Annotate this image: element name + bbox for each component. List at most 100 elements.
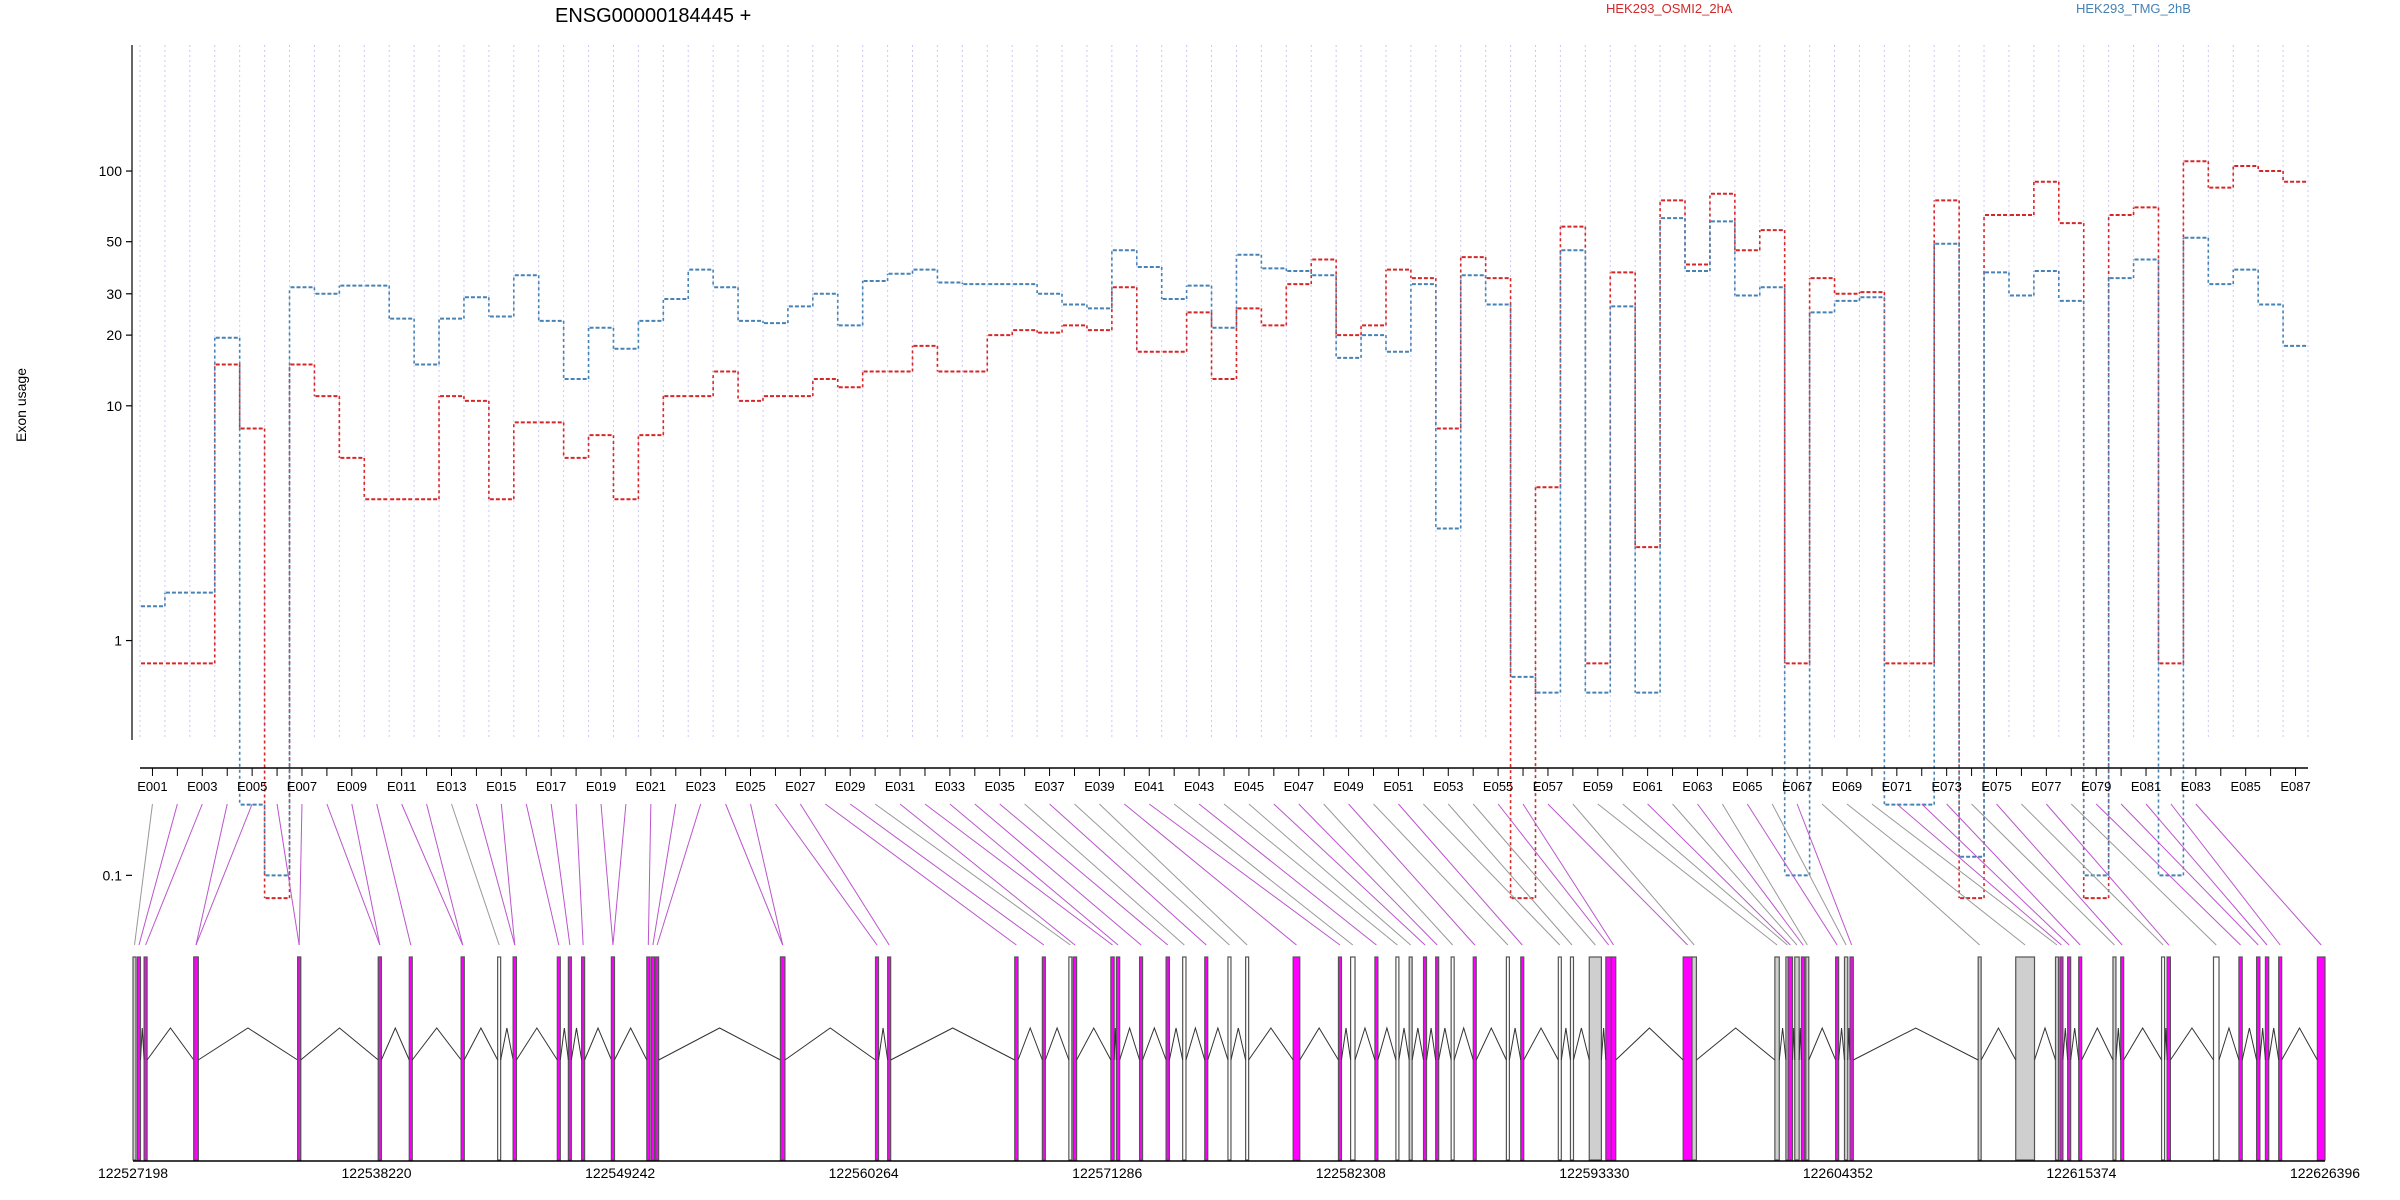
intron-line bbox=[658, 1027, 781, 1061]
exon-block bbox=[1014, 956, 1019, 1161]
x-tick-label: E073 bbox=[1931, 779, 1961, 794]
exon-connector bbox=[652, 803, 677, 946]
x-tick-label: E071 bbox=[1882, 779, 1912, 794]
intron-line bbox=[1411, 1027, 1425, 1061]
y-tick-label: 100 bbox=[99, 163, 123, 179]
x-tick-label: E023 bbox=[686, 779, 716, 794]
intron-line bbox=[1853, 1027, 1979, 1061]
intron-line bbox=[1230, 1027, 1247, 1061]
exon-block bbox=[567, 956, 572, 1161]
intron-line bbox=[2070, 1027, 2080, 1061]
y-tick-label: 50 bbox=[106, 234, 122, 250]
intron-line bbox=[1142, 1026, 1167, 1061]
exon-block bbox=[650, 956, 656, 1161]
x-tick-label: E075 bbox=[1981, 779, 2011, 794]
exon-connector bbox=[1572, 803, 1695, 946]
exon-block bbox=[2120, 956, 2125, 1161]
y-tick-label: 1 bbox=[114, 633, 122, 649]
exon-connector bbox=[426, 803, 464, 946]
exon-connector bbox=[899, 803, 1076, 946]
x-tick-label: E069 bbox=[1832, 779, 1862, 794]
genomic-tick-label: 122538220 bbox=[342, 1165, 412, 1181]
exon-block bbox=[2212, 956, 2220, 1161]
exon-connector bbox=[2095, 803, 2241, 946]
exon-connector bbox=[849, 803, 1045, 946]
exon-connector bbox=[475, 803, 516, 946]
exon-connector bbox=[1223, 803, 1398, 946]
series-2 bbox=[141, 217, 2307, 877]
x-tick-label: E027 bbox=[785, 779, 815, 794]
exon-connector bbox=[750, 803, 784, 946]
intron-line bbox=[463, 1026, 499, 1061]
exon-connector bbox=[647, 803, 652, 946]
x-tick-label: E081 bbox=[2131, 779, 2161, 794]
exon-block bbox=[1472, 956, 1477, 1161]
exon-block bbox=[1395, 956, 1400, 1161]
chart-title: ENSG00000184445 + bbox=[555, 5, 751, 27]
exon-connectors bbox=[134, 803, 2322, 946]
exon-connector bbox=[1996, 803, 2123, 946]
exon-connector bbox=[1672, 803, 1798, 946]
intron-line bbox=[1017, 1026, 1043, 1061]
intron-line bbox=[1560, 1027, 1571, 1061]
intron-line bbox=[890, 1027, 1015, 1061]
x-tick-label: E087 bbox=[2280, 779, 2310, 794]
intron-line bbox=[1453, 1026, 1474, 1061]
exon-connector bbox=[575, 803, 584, 946]
exon-block bbox=[2255, 956, 2261, 1161]
intron-line bbox=[1523, 1026, 1559, 1061]
exon-block bbox=[1138, 956, 1144, 1161]
exon-block bbox=[887, 956, 892, 1161]
exon-connector bbox=[1024, 803, 1185, 946]
exon-block bbox=[2059, 956, 2064, 1161]
exon-block bbox=[1805, 956, 1810, 1161]
exon-block bbox=[408, 956, 413, 1161]
exon-block bbox=[1977, 956, 1982, 1161]
intron-line bbox=[300, 1027, 379, 1061]
exon-connector bbox=[2045, 803, 2170, 946]
x-tick-label: E059 bbox=[1583, 779, 1613, 794]
exon-block bbox=[2067, 956, 2072, 1161]
legend-series-1: HEK293_OSMI2_2hA bbox=[1606, 1, 1733, 16]
exon-connector bbox=[824, 803, 1017, 946]
exon-block bbox=[1787, 956, 1794, 1161]
exon-connector bbox=[1846, 803, 2026, 946]
exon-connector bbox=[1173, 803, 1354, 946]
intron-line bbox=[1600, 1027, 1607, 1061]
exon-connector bbox=[1273, 803, 1426, 946]
exon-block bbox=[2238, 956, 2243, 1161]
exon-block bbox=[460, 956, 465, 1161]
x-tick-label: E009 bbox=[337, 779, 367, 794]
intron-line bbox=[1615, 1027, 1684, 1061]
exon-connector bbox=[376, 803, 412, 946]
intron-line bbox=[1808, 1026, 1837, 1061]
exon-block bbox=[2166, 956, 2172, 1161]
x-tick-label: E045 bbox=[1234, 779, 1264, 794]
intron-line bbox=[2268, 1027, 2280, 1061]
intron-line bbox=[570, 1027, 583, 1061]
exon-connector bbox=[1049, 803, 1207, 946]
x-tick-label: E061 bbox=[1632, 779, 1662, 794]
intron-line bbox=[1475, 1026, 1507, 1061]
intron-line bbox=[1248, 1027, 1294, 1061]
exon-block bbox=[610, 956, 616, 1161]
exon-block bbox=[1227, 956, 1232, 1161]
exon-block bbox=[193, 956, 199, 1161]
exon-block bbox=[1691, 956, 1698, 1161]
exon-connector bbox=[195, 803, 253, 946]
exon-connector bbox=[2195, 803, 2322, 946]
exon-block bbox=[1182, 956, 1187, 1161]
genomic-tick-label: 122560264 bbox=[829, 1165, 899, 1181]
exon-block bbox=[2316, 956, 2326, 1161]
x-tick-label: E067 bbox=[1782, 779, 1812, 794]
intron-line bbox=[1119, 1026, 1141, 1061]
exon-connector bbox=[1746, 803, 1838, 946]
exon-block bbox=[556, 956, 561, 1161]
intron-line bbox=[1438, 1027, 1452, 1061]
genomic-axis: 122527198 122538220 122549242 122560264 1225… bbox=[98, 1160, 2360, 1181]
intron-line bbox=[1426, 1027, 1437, 1061]
exon-block bbox=[1774, 956, 1780, 1161]
exon-connector bbox=[1074, 803, 1230, 946]
exon-connector bbox=[1422, 803, 1561, 946]
intron-line bbox=[380, 1026, 410, 1061]
